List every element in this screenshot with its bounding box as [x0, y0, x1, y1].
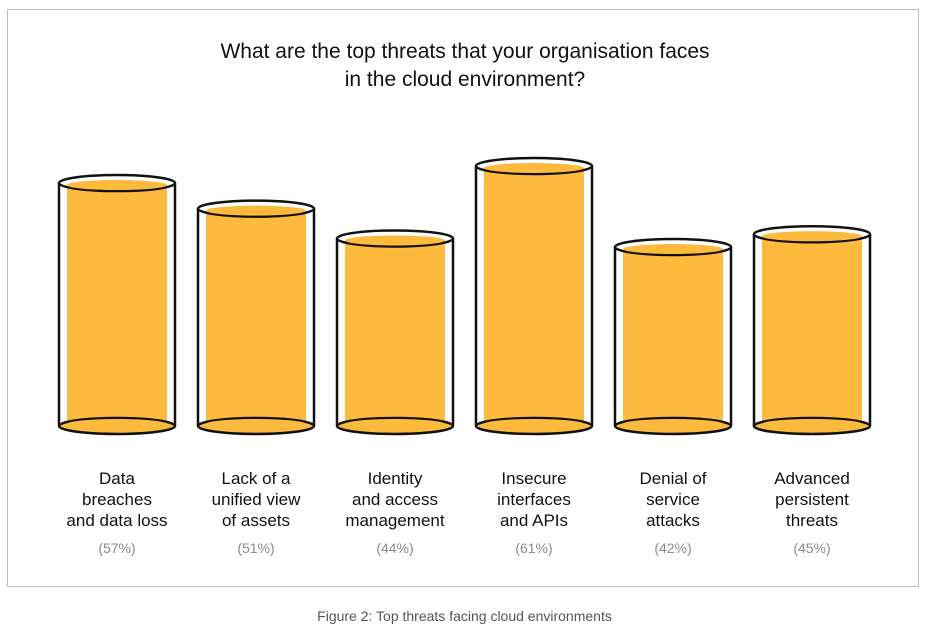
category-label: Denial of — [639, 469, 706, 488]
value-label: (42%) — [654, 540, 691, 556]
chart-title-line-1: What are the top threats that your organ… — [220, 40, 709, 63]
value-label: (57%) — [98, 540, 135, 556]
category-label: of assets — [222, 511, 290, 530]
category-label: Advanced — [774, 469, 850, 488]
category-label: and APIs — [500, 511, 568, 530]
bar-fill-base — [623, 419, 723, 429]
bar-fill-base — [67, 419, 167, 429]
bar-top-fill — [67, 180, 167, 191]
category-label: service — [646, 490, 700, 509]
chart-canvas: What are the top threats that your organ… — [57, 40, 872, 556]
value-label: (45%) — [793, 540, 830, 556]
category-label: Identity — [368, 469, 423, 488]
bar-top-fill — [762, 231, 862, 242]
category-label: threats — [786, 511, 838, 530]
bar-fill-base — [484, 419, 584, 429]
figure-caption: Figure 2: Top threats facing cloud envir… — [317, 608, 612, 624]
value-label: (61%) — [515, 540, 552, 556]
category-label: Insecure — [501, 469, 566, 488]
category-labels-group: Data breaches and data loss (57%) Lack of a u… — [66, 469, 849, 556]
bar-fill — [762, 234, 862, 426]
value-label: (44%) — [376, 540, 413, 556]
category-label: management — [345, 511, 445, 530]
bar-fill-base — [206, 419, 306, 429]
cylinder-bar — [474, 156, 594, 436]
bar-fill — [484, 166, 584, 426]
cylinder-bar — [752, 224, 872, 436]
category-label: and data loss — [66, 511, 167, 530]
bars-group — [57, 156, 872, 436]
category-label: interfaces — [497, 490, 571, 509]
cylinder-bar — [335, 229, 455, 436]
bar-fill — [623, 246, 723, 426]
category-label: attacks — [646, 511, 700, 530]
bar-top-fill — [206, 205, 306, 216]
cylinder-bar — [613, 237, 733, 436]
chart-title-line-2: in the cloud environment? — [345, 68, 586, 91]
bar-top-fill — [484, 163, 584, 173]
category-label: persistent — [775, 490, 849, 509]
cylinder-bar — [57, 173, 177, 436]
bar-fill — [345, 238, 445, 426]
bar-fill-base — [762, 419, 862, 429]
value-label: (51%) — [237, 540, 274, 556]
bar-top-fill — [623, 243, 723, 254]
bar-fill-base — [345, 419, 445, 429]
bar-fill — [67, 183, 167, 426]
category-label: Data — [99, 469, 135, 488]
bar-fill — [206, 208, 306, 426]
category-label: Lack of a — [222, 469, 292, 488]
category-label: breaches — [82, 490, 152, 509]
category-label: unified view — [212, 490, 302, 509]
bar-top-fill — [345, 235, 445, 246]
cylinder-bar — [196, 199, 316, 436]
category-label: and access — [352, 490, 438, 509]
